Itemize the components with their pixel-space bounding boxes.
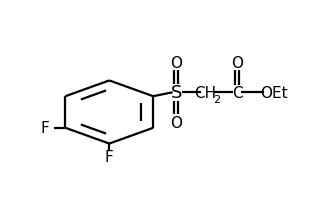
Text: OEt: OEt bbox=[260, 85, 288, 100]
Text: S: S bbox=[171, 84, 182, 102]
Text: F: F bbox=[105, 149, 114, 164]
Text: 2: 2 bbox=[213, 94, 220, 104]
Text: O: O bbox=[231, 55, 243, 70]
Text: C: C bbox=[232, 85, 243, 100]
Text: O: O bbox=[170, 115, 182, 130]
Text: F: F bbox=[40, 121, 49, 136]
Text: O: O bbox=[170, 55, 182, 70]
Text: CH: CH bbox=[195, 85, 217, 100]
